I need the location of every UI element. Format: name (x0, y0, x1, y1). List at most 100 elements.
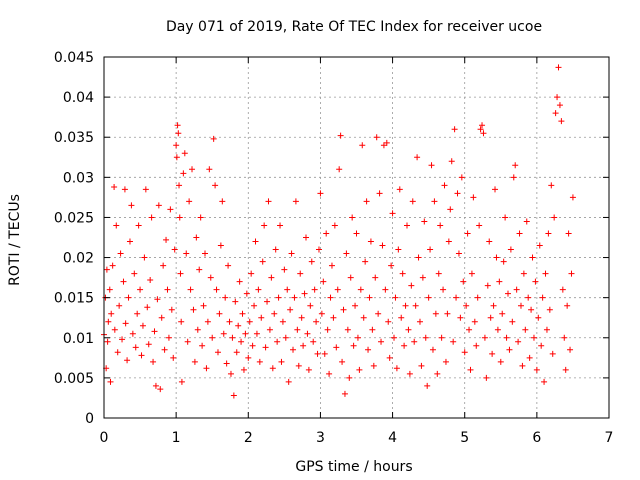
data-point (161, 346, 168, 353)
data-point (494, 326, 501, 333)
data-point (150, 358, 157, 365)
data-point (210, 135, 217, 142)
data-point (569, 194, 576, 201)
data-point (476, 222, 483, 229)
data-point (363, 198, 370, 205)
data-point (284, 286, 291, 293)
data-point (197, 214, 204, 221)
data-point (515, 338, 522, 345)
data-point (119, 336, 126, 343)
data-point (522, 326, 529, 333)
data-point (268, 274, 275, 281)
data-point (202, 250, 208, 257)
data-point (489, 350, 496, 357)
data-point (217, 242, 224, 249)
data-point (230, 392, 237, 399)
data-point (168, 306, 175, 313)
grid (104, 57, 609, 418)
data-point (556, 102, 563, 109)
y-tick-label: 0 (85, 411, 94, 427)
data-point (120, 278, 127, 285)
data-point (552, 110, 559, 117)
data-point (122, 320, 129, 327)
data-point (183, 250, 190, 257)
data-point (181, 150, 188, 157)
data-point (125, 294, 132, 301)
data-point (441, 182, 448, 189)
data-point (291, 294, 298, 301)
data-point (275, 294, 282, 301)
data-point (548, 182, 555, 189)
data-point (178, 378, 185, 385)
data-point (382, 286, 389, 293)
data-point (536, 242, 543, 249)
data-point (323, 230, 330, 237)
data-point (369, 326, 376, 333)
data-point (395, 246, 402, 253)
data-point (438, 334, 445, 341)
data-point (227, 370, 234, 377)
data-point (233, 349, 240, 356)
data-point (278, 358, 285, 365)
data-point (425, 294, 432, 301)
data-point (164, 286, 171, 293)
data-point (561, 334, 568, 341)
data-point (366, 294, 373, 301)
data-point (300, 342, 307, 349)
data-point (207, 274, 214, 281)
data-point (554, 94, 561, 101)
data-point (520, 270, 527, 277)
data-point (448, 158, 455, 165)
data-point (253, 330, 260, 337)
data-point (349, 214, 356, 221)
data-point (173, 142, 180, 149)
data-point (308, 258, 315, 265)
data-point (311, 286, 318, 293)
data-point (461, 349, 468, 356)
data-point (483, 374, 490, 381)
x-tick-label: 1 (172, 430, 181, 446)
data-point (505, 290, 511, 297)
data-point (486, 238, 493, 245)
data-point (339, 358, 346, 365)
data-point (174, 122, 181, 129)
data-point (232, 298, 239, 305)
data-point (287, 306, 294, 313)
data-point (129, 330, 136, 337)
data-point (393, 365, 400, 372)
data-point (212, 182, 219, 189)
data-point (416, 318, 423, 325)
data-point (199, 342, 206, 349)
data-point (541, 378, 548, 385)
data-point (262, 344, 269, 351)
data-point (434, 370, 441, 377)
data-point (509, 318, 516, 325)
data-point (385, 318, 392, 325)
data-point (392, 294, 399, 301)
data-point (158, 314, 165, 321)
data-point (373, 134, 380, 141)
data-point (116, 302, 123, 309)
data-point (535, 314, 542, 321)
data-point (271, 310, 278, 317)
data-point (223, 360, 230, 367)
data-point (304, 330, 311, 337)
data-point (315, 246, 322, 253)
data-point (103, 266, 110, 273)
data-point (220, 330, 227, 337)
data-point (209, 334, 216, 341)
y-tick-label: 0.005 (54, 371, 94, 387)
data-point (157, 386, 164, 393)
data-point (190, 306, 197, 313)
data-point (372, 274, 379, 281)
data-point (350, 342, 357, 349)
y-tick-label: 0.01 (63, 331, 94, 347)
data-point (546, 306, 553, 313)
data-point (451, 126, 458, 133)
data-point (421, 218, 428, 225)
data-point (117, 250, 124, 257)
data-point (543, 326, 550, 333)
data-point (405, 326, 412, 333)
data-point (499, 310, 506, 317)
data-point (107, 378, 114, 385)
